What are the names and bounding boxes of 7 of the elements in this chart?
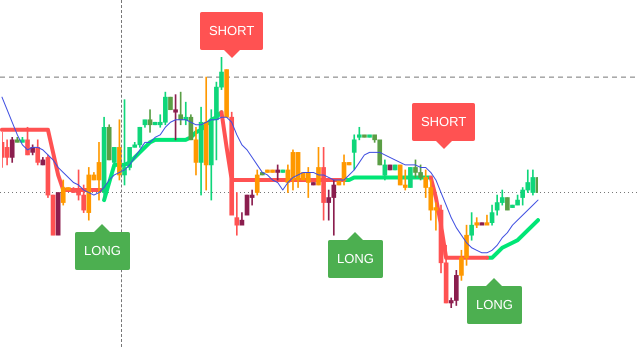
annotation: SHORT bbox=[421, 114, 466, 129]
candlestick bbox=[173, 94, 178, 140]
annotation: LONG bbox=[84, 243, 121, 258]
annotation: LONG bbox=[476, 297, 513, 312]
candlestick bbox=[148, 109, 152, 133]
annotation: LONG bbox=[337, 251, 374, 266]
text: SHORT bbox=[209, 23, 254, 38]
